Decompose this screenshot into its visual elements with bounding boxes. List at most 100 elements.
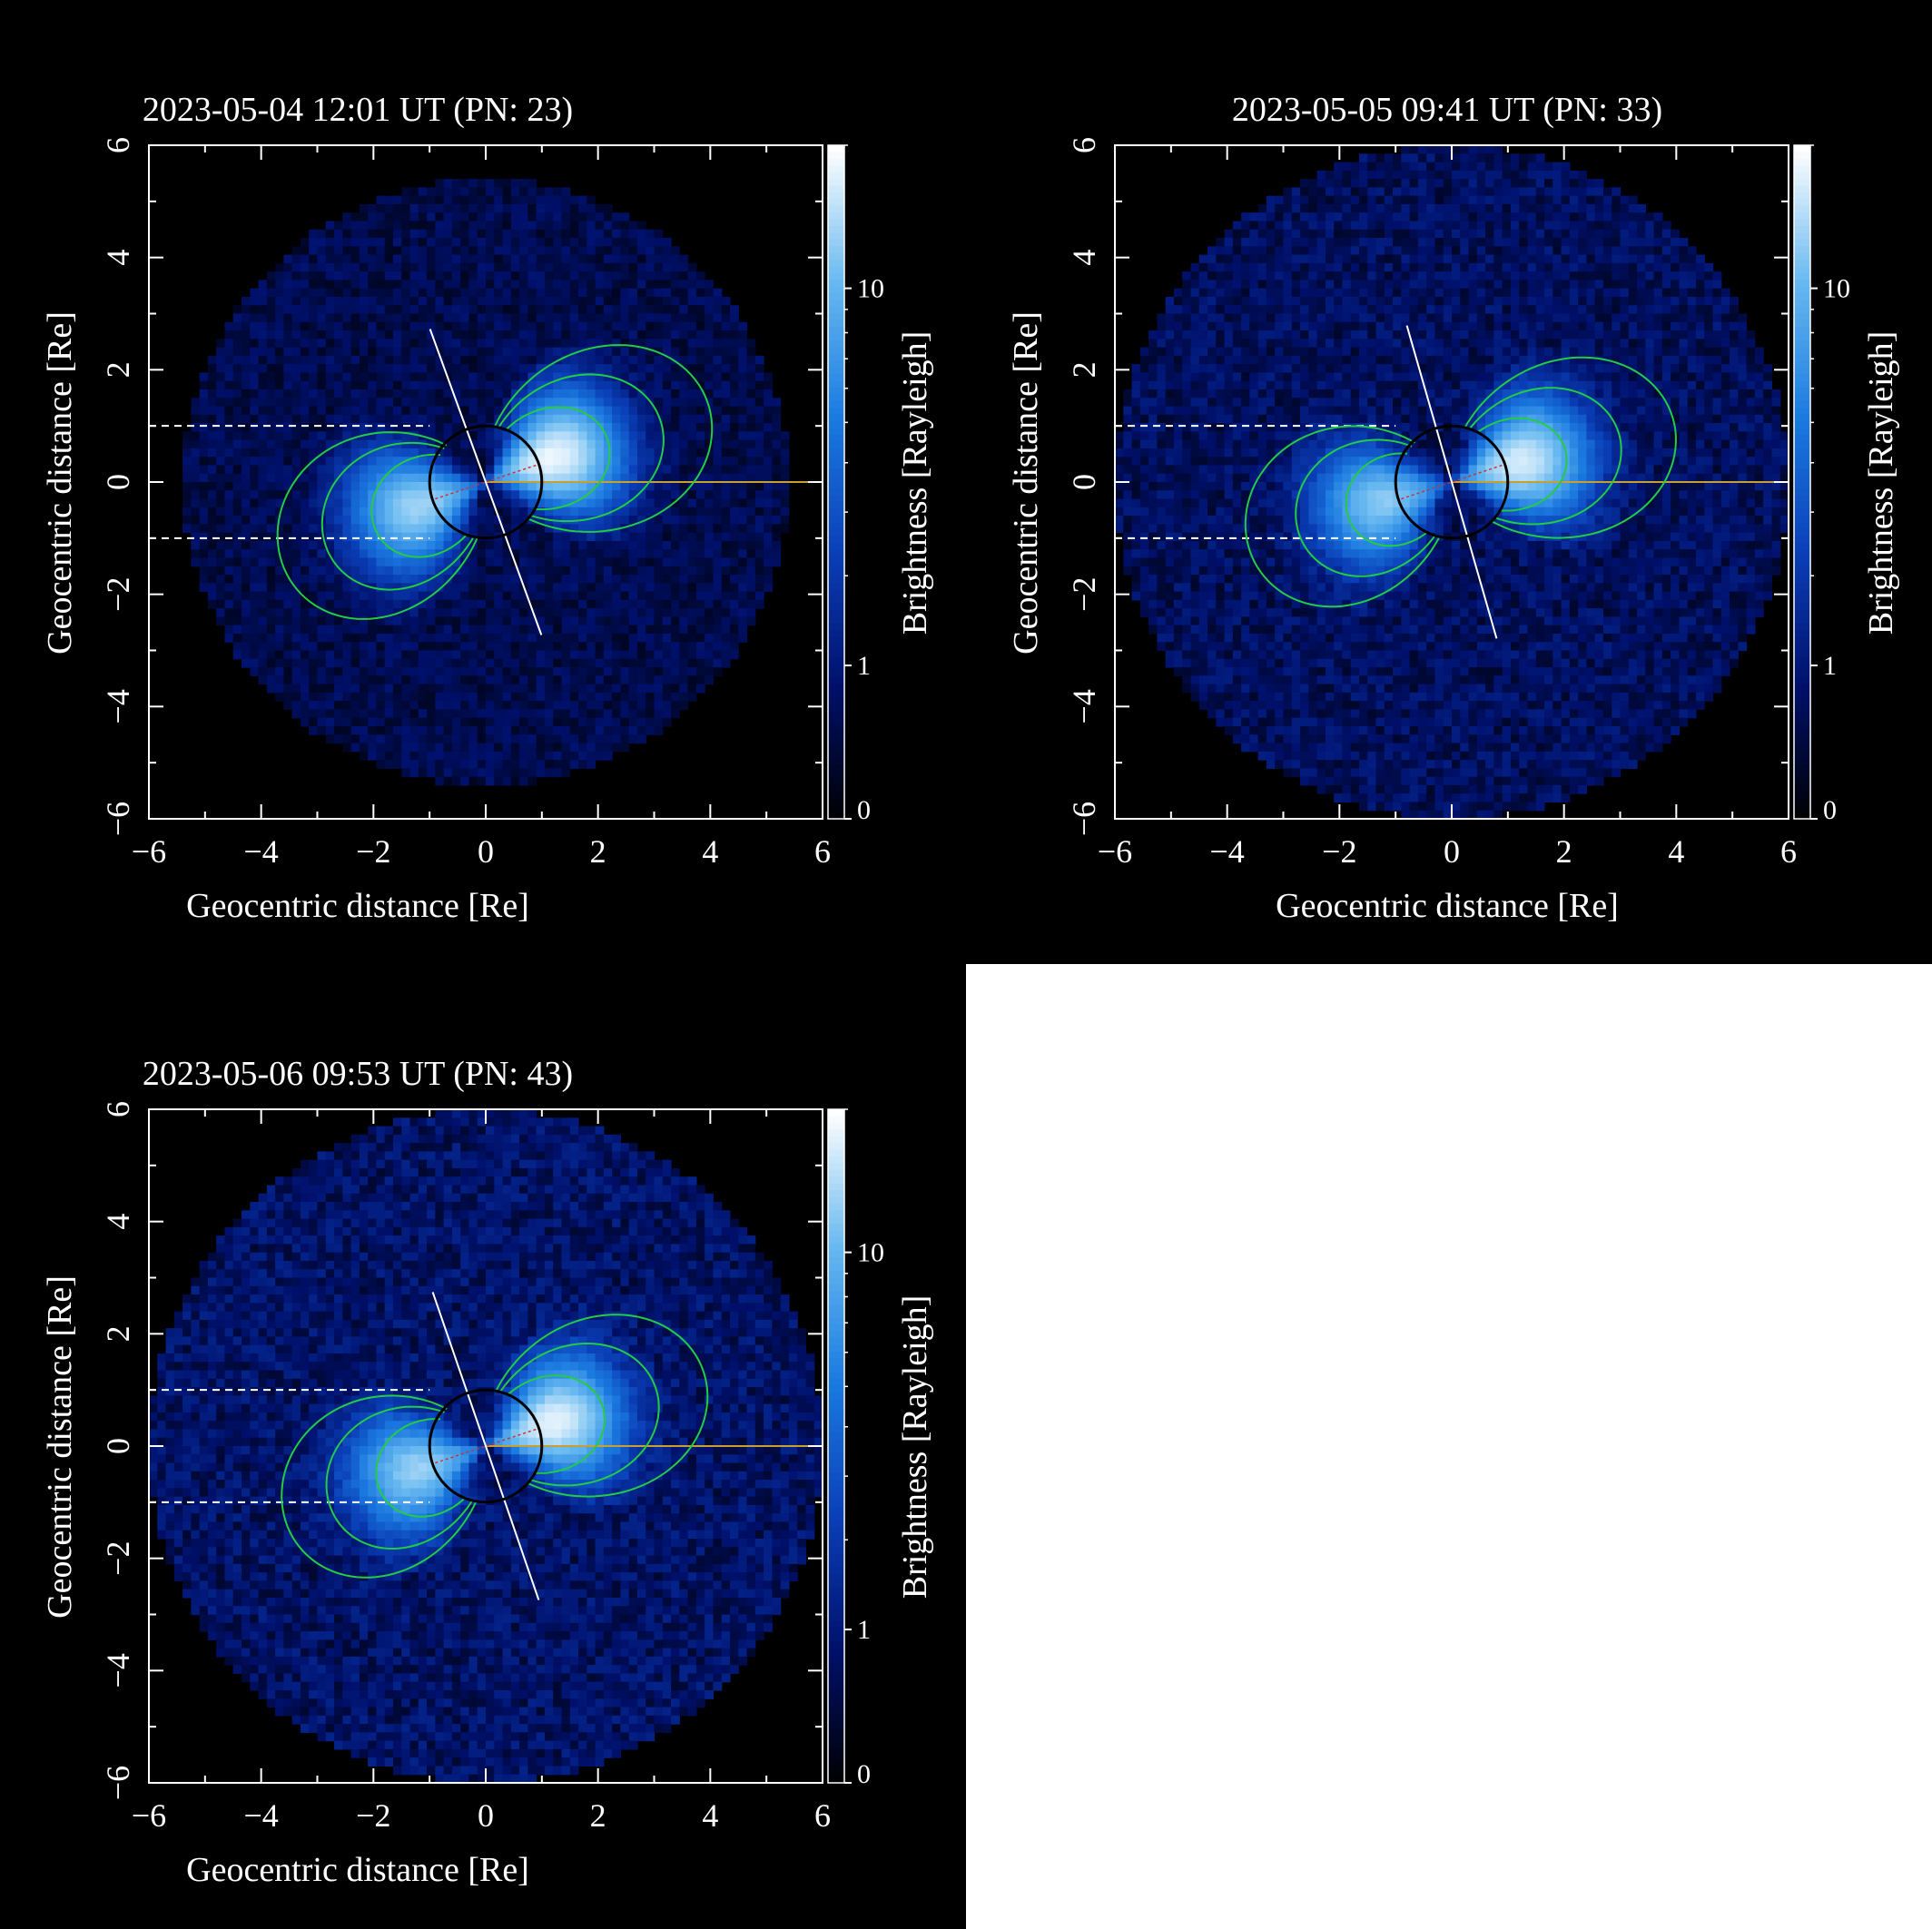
brightness-pixel xyxy=(309,532,319,542)
brightness-pixel xyxy=(646,372,656,382)
brightness-pixel xyxy=(578,203,587,213)
brightness-pixel xyxy=(384,591,394,601)
brightness-pixel xyxy=(258,406,268,416)
brightness-pixel xyxy=(595,229,605,239)
brightness-pixel xyxy=(342,398,352,408)
brightness-pixel xyxy=(612,280,622,290)
brightness-pixel xyxy=(368,532,378,542)
colorbar-segment xyxy=(828,435,844,443)
brightness-pixel xyxy=(300,414,310,424)
brightness-pixel xyxy=(510,406,520,416)
brightness-pixel xyxy=(1645,212,1655,222)
brightness-pixel xyxy=(1426,195,1436,205)
brightness-pixel xyxy=(427,221,436,231)
colorbar-segment xyxy=(828,784,844,792)
brightness-pixel xyxy=(435,330,445,340)
brightness-pixel xyxy=(232,540,242,550)
brightness-pixel xyxy=(443,355,453,365)
brightness-pixel xyxy=(309,406,319,416)
brightness-pixel xyxy=(679,658,689,668)
brightness-pixel xyxy=(754,524,764,534)
brightness-pixel xyxy=(1485,162,1494,172)
brightness-pixel xyxy=(199,439,209,449)
colorbar-segment xyxy=(828,239,844,247)
brightness-pixel xyxy=(569,608,579,618)
brightness-pixel xyxy=(510,591,520,601)
brightness-pixel xyxy=(603,625,613,635)
brightness-pixel xyxy=(662,364,672,374)
brightness-pixel xyxy=(578,372,587,382)
brightness-pixel xyxy=(1283,229,1293,239)
brightness-pixel xyxy=(224,473,234,483)
brightness-pixel xyxy=(561,254,571,264)
brightness-pixel xyxy=(468,288,478,298)
brightness-pixel xyxy=(460,212,470,222)
brightness-pixel xyxy=(553,457,563,467)
brightness-pixel xyxy=(628,313,638,323)
brightness-pixel xyxy=(628,701,638,711)
brightness-pixel xyxy=(350,507,360,517)
brightness-pixel xyxy=(384,575,394,584)
brightness-pixel xyxy=(468,701,478,711)
brightness-pixel xyxy=(612,212,622,222)
brightness-pixel xyxy=(418,608,428,618)
brightness-pixel xyxy=(671,608,680,618)
brightness-pixel xyxy=(1452,203,1461,213)
brightness-pixel xyxy=(671,465,680,475)
brightness-pixel xyxy=(721,591,731,601)
colorbar-segment xyxy=(828,583,844,591)
brightness-pixel xyxy=(250,389,260,399)
brightness-pixel xyxy=(1637,271,1646,281)
brightness-pixel xyxy=(1257,254,1267,264)
brightness-pixel xyxy=(468,725,478,735)
brightness-pixel xyxy=(300,380,310,390)
brightness-pixel xyxy=(477,591,487,601)
brightness-pixel xyxy=(578,642,587,652)
brightness-pixel xyxy=(527,608,537,618)
brightness-pixel xyxy=(1350,229,1360,239)
brightness-pixel xyxy=(368,355,378,365)
brightness-pixel xyxy=(636,280,646,290)
brightness-pixel xyxy=(1350,238,1360,247)
brightness-pixel xyxy=(705,473,715,483)
brightness-pixel xyxy=(300,431,310,441)
brightness-pixel xyxy=(283,439,293,449)
brightness-pixel xyxy=(654,625,664,635)
brightness-pixel xyxy=(451,709,461,719)
brightness-pixel xyxy=(460,406,470,416)
brightness-pixel xyxy=(544,238,554,247)
brightness-pixel xyxy=(510,575,520,584)
brightness-pixel xyxy=(216,498,226,508)
brightness-pixel xyxy=(1232,262,1242,272)
brightness-pixel xyxy=(342,549,352,559)
brightness-pixel xyxy=(418,187,428,197)
brightness-pixel xyxy=(603,431,613,441)
brightness-pixel xyxy=(342,625,352,635)
brightness-pixel xyxy=(468,347,478,357)
brightness-pixel xyxy=(519,203,528,213)
brightness-pixel xyxy=(612,743,622,753)
brightness-pixel xyxy=(435,355,445,365)
brightness-pixel xyxy=(494,364,504,374)
brightness-pixel xyxy=(486,355,495,365)
brightness-pixel xyxy=(553,701,563,711)
brightness-pixel xyxy=(544,557,554,567)
brightness-pixel xyxy=(569,271,579,281)
brightness-pixel xyxy=(695,524,705,534)
brightness-pixel xyxy=(595,330,605,340)
brightness-pixel xyxy=(477,642,487,652)
brightness-pixel xyxy=(334,566,343,576)
brightness-pixel xyxy=(586,465,596,475)
brightness-pixel xyxy=(612,709,622,719)
brightness-pixel xyxy=(232,532,242,542)
brightness-pixel xyxy=(376,625,386,635)
brightness-pixel xyxy=(342,221,352,231)
brightness-pixel xyxy=(1434,179,1444,188)
brightness-pixel xyxy=(713,625,723,635)
brightness-pixel xyxy=(283,516,293,525)
brightness-pixel xyxy=(595,414,605,424)
brightness-pixel xyxy=(502,355,512,365)
brightness-pixel xyxy=(359,498,369,508)
brightness-pixel xyxy=(443,246,453,256)
brightness-pixel xyxy=(721,608,731,618)
